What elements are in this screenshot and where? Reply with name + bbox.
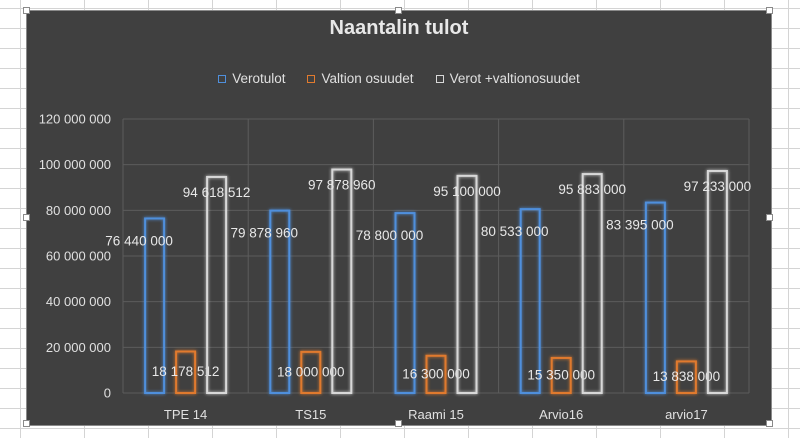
legend-swatch-verotulot <box>218 74 227 83</box>
data-label: 13 838 000 <box>653 369 721 384</box>
bar <box>206 175 228 394</box>
y-tick-label: 100 000 000 <box>39 157 111 172</box>
legend-label-verot-valtionosuudet: Verot +valtionosuudet <box>449 71 580 86</box>
bar <box>425 354 447 395</box>
data-label: 18 000 000 <box>277 364 345 379</box>
bar <box>675 360 697 394</box>
bar <box>394 212 416 394</box>
bar <box>519 208 541 394</box>
data-label: 16 300 000 <box>402 366 470 381</box>
legend-swatch-valtion-osuudet <box>307 74 316 83</box>
resize-handle-bottom-right[interactable] <box>766 420 773 427</box>
resize-handle-left[interactable] <box>23 214 30 221</box>
data-label: 95 883 000 <box>558 182 626 197</box>
x-tick-label: Raami 15 <box>408 407 464 422</box>
bar <box>456 174 478 394</box>
data-label: 94 618 512 <box>183 185 251 200</box>
bar <box>644 201 666 394</box>
data-label: 83 395 000 <box>606 218 674 233</box>
y-tick-label: 40 000 000 <box>46 294 111 309</box>
y-tick-label: 60 000 000 <box>46 249 111 264</box>
resize-handle-bottom[interactable] <box>395 420 402 427</box>
bar <box>550 356 572 395</box>
x-tick-label: Arvio16 <box>539 407 583 422</box>
data-label: 97 233 000 <box>684 179 752 194</box>
legend-label-valtion-osuudet: Valtion osuudet <box>321 71 414 86</box>
legend-item-verot-valtionosuudet[interactable]: Verot +valtionosuudet <box>435 71 580 86</box>
x-tick-label: arvio17 <box>665 407 708 422</box>
data-label: 79 878 960 <box>231 226 299 241</box>
bar <box>144 217 166 394</box>
bar <box>175 350 197 395</box>
data-label: 18 178 512 <box>152 364 220 379</box>
resize-handle-top-right[interactable] <box>766 7 773 14</box>
legend-label-verotulot: Verotulot <box>232 71 286 86</box>
legend[interactable]: Verotulot Valtion osuudet Verot +valtion… <box>27 71 771 86</box>
bar <box>331 168 353 394</box>
bar <box>706 169 728 394</box>
resize-handle-bottom-left[interactable] <box>23 420 30 427</box>
x-tick-label: TPE 14 <box>164 407 207 422</box>
data-label: 76 440 000 <box>105 233 173 248</box>
data-label: 80 533 000 <box>481 224 549 239</box>
data-label: 97 878 960 <box>308 178 376 193</box>
resize-handle-top[interactable] <box>395 7 402 14</box>
x-tick-label: TS15 <box>295 407 326 422</box>
legend-swatch-verot-valtionosuudet <box>435 74 444 83</box>
chart-area[interactable]: Naantalin tulot Verotulot Valtion osuude… <box>23 7 773 427</box>
y-tick-label: 0 <box>104 386 111 401</box>
chart-title: Naantalin tulot <box>329 17 469 39</box>
y-tick-label: 120 000 000 <box>39 112 111 127</box>
resize-handle-right[interactable] <box>766 214 773 221</box>
legend-item-verotulot[interactable]: Verotulot <box>218 71 285 86</box>
y-tick-label: 80 000 000 <box>46 203 111 218</box>
legend-item-valtion-osuudet[interactable]: Valtion osuudet <box>307 71 414 86</box>
bar <box>269 209 291 394</box>
y-tick-label: 20 000 000 <box>46 340 111 355</box>
bar <box>300 350 322 394</box>
plot-area: 0 20 000 000 40 000 000 60 000 000 80 000 00… <box>39 112 752 423</box>
resize-handle-top-left[interactable] <box>23 7 30 14</box>
data-label: 15 350 000 <box>527 367 595 382</box>
data-label: 95 100 000 <box>433 184 501 199</box>
bar <box>581 173 603 394</box>
data-label: 78 800 000 <box>356 228 424 243</box>
